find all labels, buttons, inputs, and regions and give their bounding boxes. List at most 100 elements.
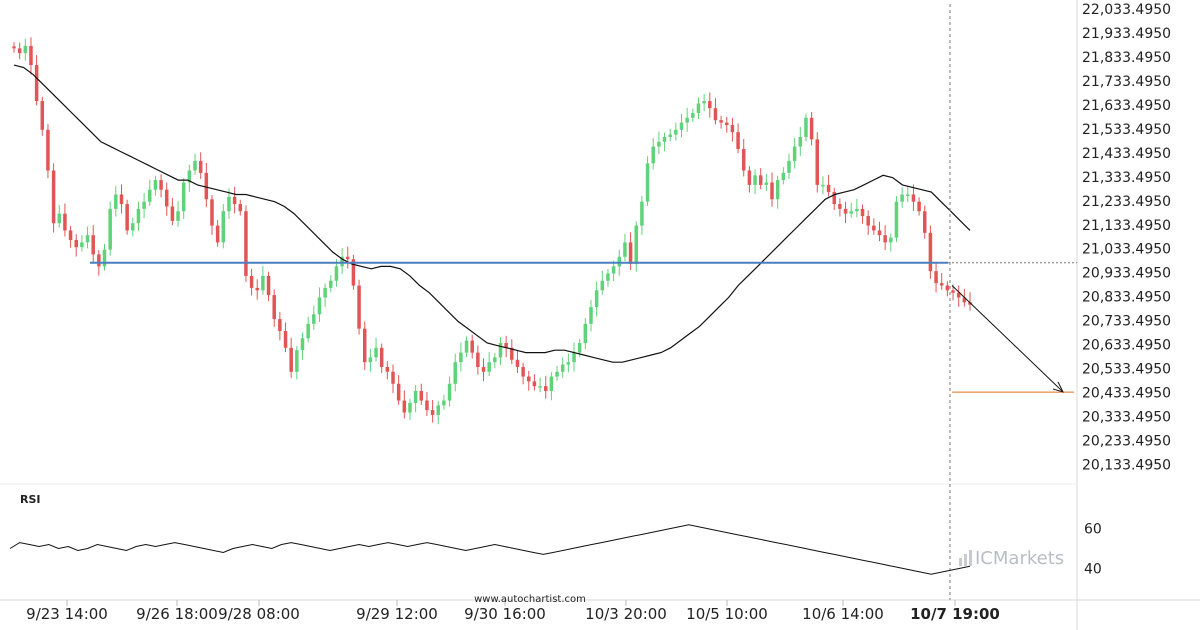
y-tick-label: 20,233.4950: [1082, 433, 1171, 449]
candle-body: [227, 196, 231, 212]
candle-body: [634, 225, 639, 264]
x-tick-label: 9/29 12:00: [356, 605, 438, 623]
y-tick-label: 21,333.4950: [1082, 170, 1171, 186]
candle-body: [91, 235, 95, 255]
candle-body: [215, 225, 220, 243]
x-tick-label: 10/6 14:00: [802, 605, 884, 623]
candle-body: [809, 117, 814, 140]
candle-body: [232, 196, 237, 205]
candle-body: [730, 124, 735, 133]
candle-body: [566, 362, 571, 365]
y-tick-label: 21,633.4950: [1082, 98, 1171, 114]
candles: [12, 37, 972, 425]
candle-body: [572, 352, 576, 363]
projection-arrow: [951, 285, 1063, 392]
y-tick-label: 20,633.4950: [1082, 338, 1171, 354]
candle-body: [645, 163, 650, 202]
candle-body: [843, 208, 848, 214]
candle-body: [221, 211, 226, 243]
candle-body: [532, 381, 537, 387]
y-tick-label: 20,433.4950: [1082, 386, 1171, 402]
y-tick-label: 20,733.4950: [1082, 314, 1171, 330]
candle-body: [148, 189, 152, 202]
y-tick-label: 21,733.4950: [1082, 74, 1171, 90]
candle-body: [922, 211, 927, 233]
moving-average: [13, 64, 971, 363]
candle-body: [34, 65, 39, 102]
candle-body: [402, 400, 407, 413]
candle-body: [244, 211, 248, 276]
candle-body: [340, 256, 344, 267]
candle-body: [798, 136, 803, 147]
candle-body: [102, 249, 107, 267]
y-tick-label: 21,233.4950: [1082, 194, 1171, 210]
candle-body: [510, 347, 514, 360]
candle-body: [329, 280, 333, 288]
x-tick-label: 10/3 20:00: [585, 605, 667, 623]
candle-body: [849, 211, 853, 214]
candle-body: [611, 266, 616, 274]
candle-body: [583, 323, 588, 344]
candle-body: [131, 223, 135, 231]
icmarkets-logo: ICMarkets: [959, 548, 1064, 569]
candle-body: [142, 201, 146, 209]
candle-body: [696, 103, 701, 114]
candle-body: [764, 182, 769, 185]
candle-body: [685, 117, 689, 123]
candle-body: [159, 180, 163, 190]
candle-body: [725, 122, 729, 125]
candle-body: [832, 192, 836, 205]
candle-body: [181, 182, 186, 212]
candle-body: [470, 340, 474, 353]
candle-body: [889, 237, 893, 243]
candle-body: [555, 371, 559, 377]
candle-body: [40, 101, 45, 130]
candle-body: [883, 235, 887, 243]
candle-body: [657, 141, 661, 147]
candle-body: [815, 139, 820, 185]
candle-body: [527, 376, 531, 382]
candle-body: [928, 232, 933, 272]
candle-body: [396, 383, 401, 401]
candle-body: [114, 194, 118, 209]
candle-body: [323, 287, 327, 298]
y-tick-label: 21,133.4950: [1082, 218, 1171, 234]
rsi-title: RSI: [20, 493, 41, 506]
candle-body: [272, 295, 276, 320]
candle-body: [787, 160, 791, 173]
candle-body: [334, 266, 339, 281]
candle-body: [391, 371, 395, 384]
candle-body: [238, 204, 243, 212]
candle-body: [125, 204, 129, 231]
candle-body: [866, 216, 870, 226]
x-tick-label: 9/30 16:00: [464, 605, 546, 623]
candle-body: [838, 204, 842, 209]
candle-body: [543, 386, 548, 391]
candle-body: [668, 134, 672, 137]
candle-body: [317, 297, 322, 315]
y-tick-label: 21,933.4950: [1082, 26, 1171, 42]
candle-body: [934, 271, 938, 284]
candle-body: [413, 390, 418, 403]
candle-body: [504, 343, 508, 348]
candle-body: [623, 242, 627, 257]
x-tick-label: 9/26 18:00: [136, 605, 218, 623]
candle-body: [278, 319, 282, 332]
candle-body: [164, 189, 169, 207]
candle-body: [187, 170, 192, 183]
candle-body: [170, 206, 175, 221]
x-tick-label: 9/23 14:00: [26, 605, 108, 623]
candle-body: [425, 400, 429, 411]
candle-body: [906, 194, 910, 196]
candle-body: [23, 45, 28, 54]
x-tick-label: 10/7 19:00: [910, 605, 1000, 623]
candle-body: [775, 180, 780, 200]
candle-body: [80, 242, 84, 248]
candle-body: [617, 256, 622, 267]
candle-body: [560, 364, 565, 372]
candle-body: [826, 184, 831, 193]
candle-body: [136, 208, 141, 224]
candle-body: [538, 386, 542, 388]
